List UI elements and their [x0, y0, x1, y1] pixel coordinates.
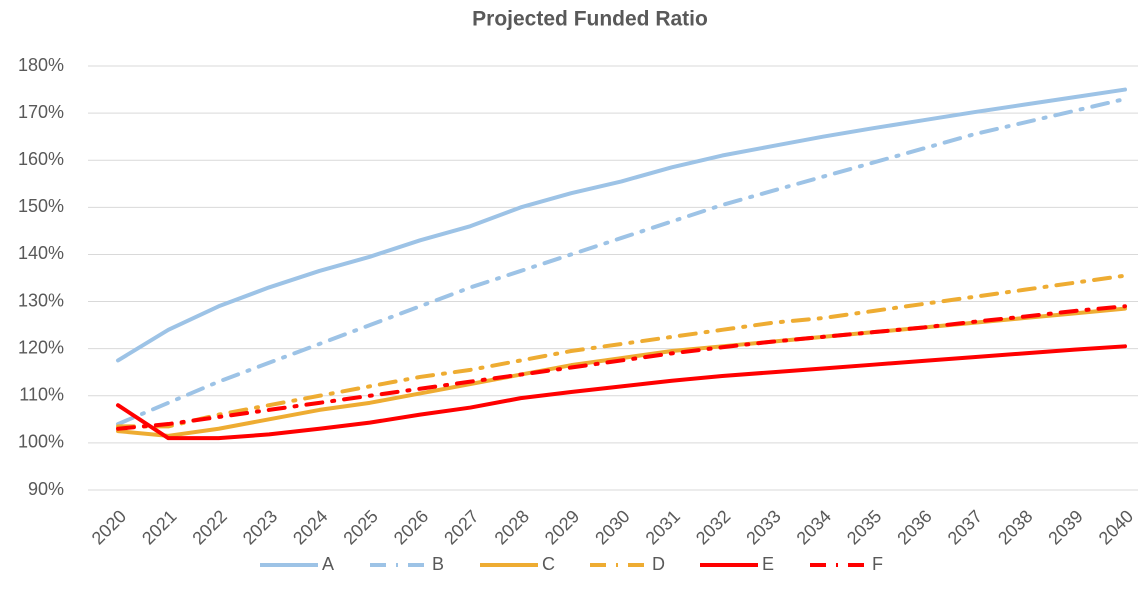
y-tick-label: 100%: [18, 432, 64, 452]
y-tick-label: 110%: [19, 385, 64, 405]
x-tick-label: 2034: [793, 506, 835, 548]
y-tick-label: 130%: [18, 290, 64, 310]
x-tick-label: 2035: [843, 506, 885, 548]
y-tick-label: 170%: [18, 102, 64, 122]
x-tick-label: 2023: [239, 506, 281, 548]
line-series: [116, 344, 1127, 441]
x-tick-label: 2027: [440, 506, 482, 548]
y-tick-label: 90%: [28, 479, 64, 499]
x-tick-label: 2021: [138, 506, 180, 548]
line-series: [116, 87, 1127, 363]
line-series: [116, 273, 1127, 429]
legend-label: E: [762, 554, 774, 574]
y-tick-label: 180%: [18, 55, 64, 75]
x-tick-label: 2030: [591, 506, 633, 548]
x-tick-label: 2024: [289, 506, 331, 548]
x-tick-label: 2025: [339, 506, 381, 548]
x-tick-label: 2026: [390, 506, 432, 548]
x-tick-label: 2022: [188, 506, 230, 548]
legend-label: C: [542, 554, 555, 574]
line-series: [116, 304, 1127, 431]
x-tick-label: 2029: [541, 506, 583, 548]
x-tick-label: 2036: [893, 506, 935, 548]
legend-label: F: [872, 554, 883, 574]
y-tick-label: 140%: [18, 243, 64, 263]
x-tick-label: 2020: [88, 506, 130, 548]
x-tick-label: 2031: [642, 506, 684, 548]
y-tick-label: 150%: [18, 196, 64, 216]
x-tick-label: 2040: [1095, 506, 1137, 548]
chart-title: Projected Funded Ratio: [472, 8, 708, 31]
x-tick-label: 2038: [994, 506, 1036, 548]
legend-label: D: [652, 554, 665, 574]
y-tick-label: 120%: [18, 337, 64, 357]
x-tick-label: 2033: [742, 506, 784, 548]
legend-label: B: [432, 554, 444, 574]
x-tick-label: 2039: [1044, 506, 1086, 548]
line-series: [116, 306, 1127, 438]
line-series: [116, 96, 1127, 427]
legend-label: A: [322, 554, 334, 574]
x-tick-label: 2037: [944, 506, 986, 548]
x-tick-label: 2032: [692, 506, 734, 548]
y-tick-label: 160%: [18, 149, 64, 169]
x-tick-label: 2028: [491, 506, 533, 548]
